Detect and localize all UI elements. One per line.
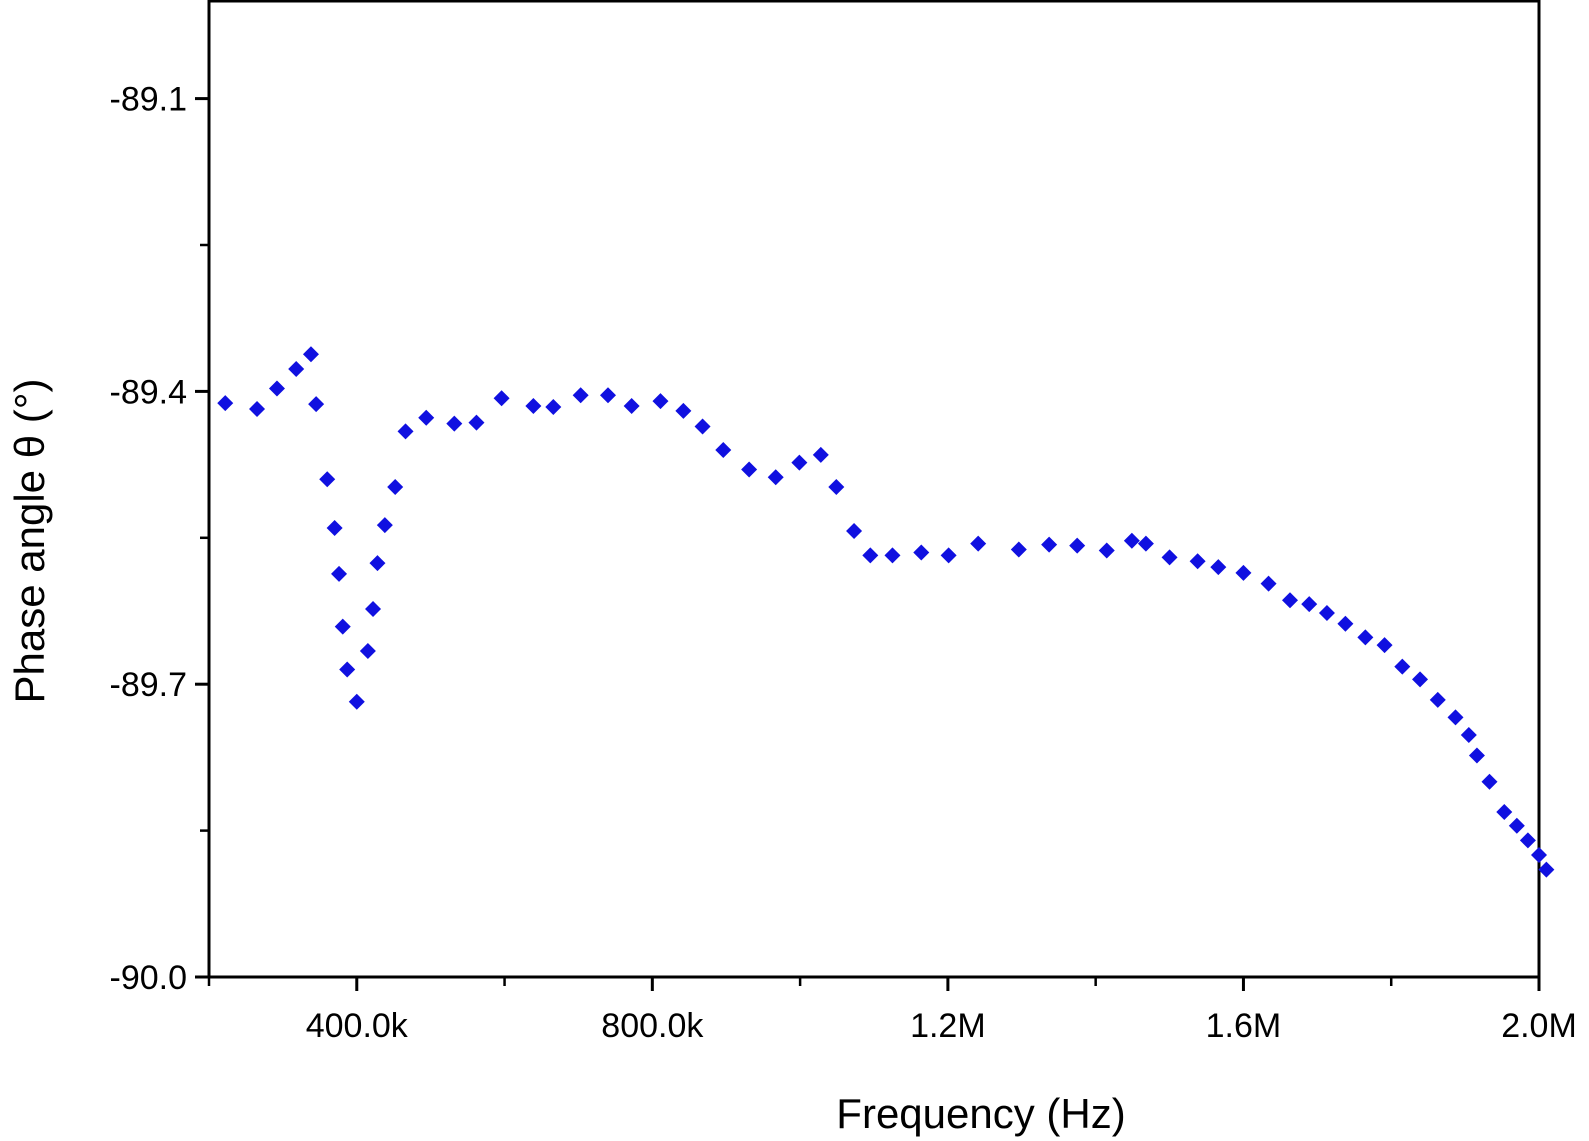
data-point xyxy=(1412,671,1429,688)
x-tick-label: 1.2M xyxy=(910,1007,986,1045)
data-point xyxy=(791,454,808,471)
data-point xyxy=(741,461,758,478)
data-points xyxy=(217,346,1555,878)
data-point xyxy=(545,399,562,416)
data-point xyxy=(1429,691,1446,708)
y-axis-ticks: -89.1 -89.4 -89.7 -90.0 xyxy=(110,81,209,997)
data-point xyxy=(1260,575,1277,592)
data-point xyxy=(1189,553,1206,570)
y-tick-label: -89.4 xyxy=(110,373,188,411)
data-point xyxy=(1531,847,1547,863)
data-point xyxy=(572,387,589,404)
data-point xyxy=(1137,535,1154,552)
data-point xyxy=(846,522,863,539)
data-point xyxy=(1210,559,1227,576)
data-point xyxy=(387,479,404,496)
data-point xyxy=(359,643,376,660)
data-point xyxy=(652,393,669,410)
data-point xyxy=(1447,709,1464,726)
data-point xyxy=(1376,637,1393,654)
data-point xyxy=(331,565,348,582)
data-point xyxy=(940,547,957,564)
data-point xyxy=(1098,542,1115,559)
data-point xyxy=(217,395,234,412)
data-point xyxy=(600,387,616,404)
data-point xyxy=(1123,532,1140,549)
data-point xyxy=(369,555,386,572)
data-point xyxy=(1481,773,1498,790)
data-point xyxy=(913,544,930,561)
data-point xyxy=(319,471,336,488)
data-point xyxy=(862,547,879,564)
data-point xyxy=(268,380,285,397)
data-point xyxy=(1069,537,1086,554)
data-point xyxy=(1281,592,1298,609)
data-point xyxy=(1337,615,1354,632)
x-tick-label: 800.0k xyxy=(601,1007,704,1045)
data-point xyxy=(525,398,542,415)
data-point xyxy=(249,400,266,417)
plot-area-frame xyxy=(207,0,1541,979)
data-point xyxy=(812,446,829,463)
x-axis-title: Frequency (Hz) xyxy=(836,1090,1125,1137)
data-point xyxy=(1538,861,1555,878)
data-point xyxy=(767,469,784,486)
data-point xyxy=(970,535,987,552)
data-point xyxy=(493,390,510,407)
data-point xyxy=(623,398,640,415)
data-point xyxy=(418,409,435,426)
data-point xyxy=(1508,817,1525,834)
data-point xyxy=(1235,564,1252,581)
data-point xyxy=(1394,658,1411,675)
data-point xyxy=(308,396,325,413)
data-point xyxy=(828,479,845,496)
data-point xyxy=(715,441,732,458)
data-point xyxy=(468,414,485,431)
x-tick-label: 1.6M xyxy=(1206,1007,1282,1045)
data-point xyxy=(446,415,463,432)
data-point xyxy=(1041,536,1058,553)
x-axis-ticks: 400.0k 800.0k 1.2M 1.6M 2.0M xyxy=(207,977,1577,1045)
data-point xyxy=(1460,726,1477,743)
data-point xyxy=(1357,629,1374,646)
data-point xyxy=(288,360,305,377)
x-tick-label: 2.0M xyxy=(1501,1007,1577,1045)
data-point xyxy=(348,693,365,710)
data-point xyxy=(1519,832,1536,849)
data-point xyxy=(1161,549,1178,566)
x-tick-label: 400.0k xyxy=(306,1007,409,1045)
y-axis-title: Phase angle θ (°) xyxy=(6,379,53,704)
data-point xyxy=(1496,804,1513,821)
data-point xyxy=(1010,541,1027,558)
data-point xyxy=(339,661,356,678)
y-tick-label: -90.0 xyxy=(110,959,188,997)
data-point xyxy=(675,402,692,419)
data-point xyxy=(397,423,414,440)
data-point xyxy=(376,517,393,534)
y-tick-label: -89.7 xyxy=(110,666,188,704)
data-point xyxy=(365,601,382,618)
data-point xyxy=(1318,604,1335,621)
data-point xyxy=(1468,747,1485,764)
data-point xyxy=(1301,596,1318,613)
data-point xyxy=(334,618,351,635)
data-point xyxy=(694,418,711,435)
data-point xyxy=(884,547,901,564)
y-tick-label: -89.1 xyxy=(110,81,188,119)
data-point xyxy=(326,520,343,537)
data-point xyxy=(302,346,319,363)
